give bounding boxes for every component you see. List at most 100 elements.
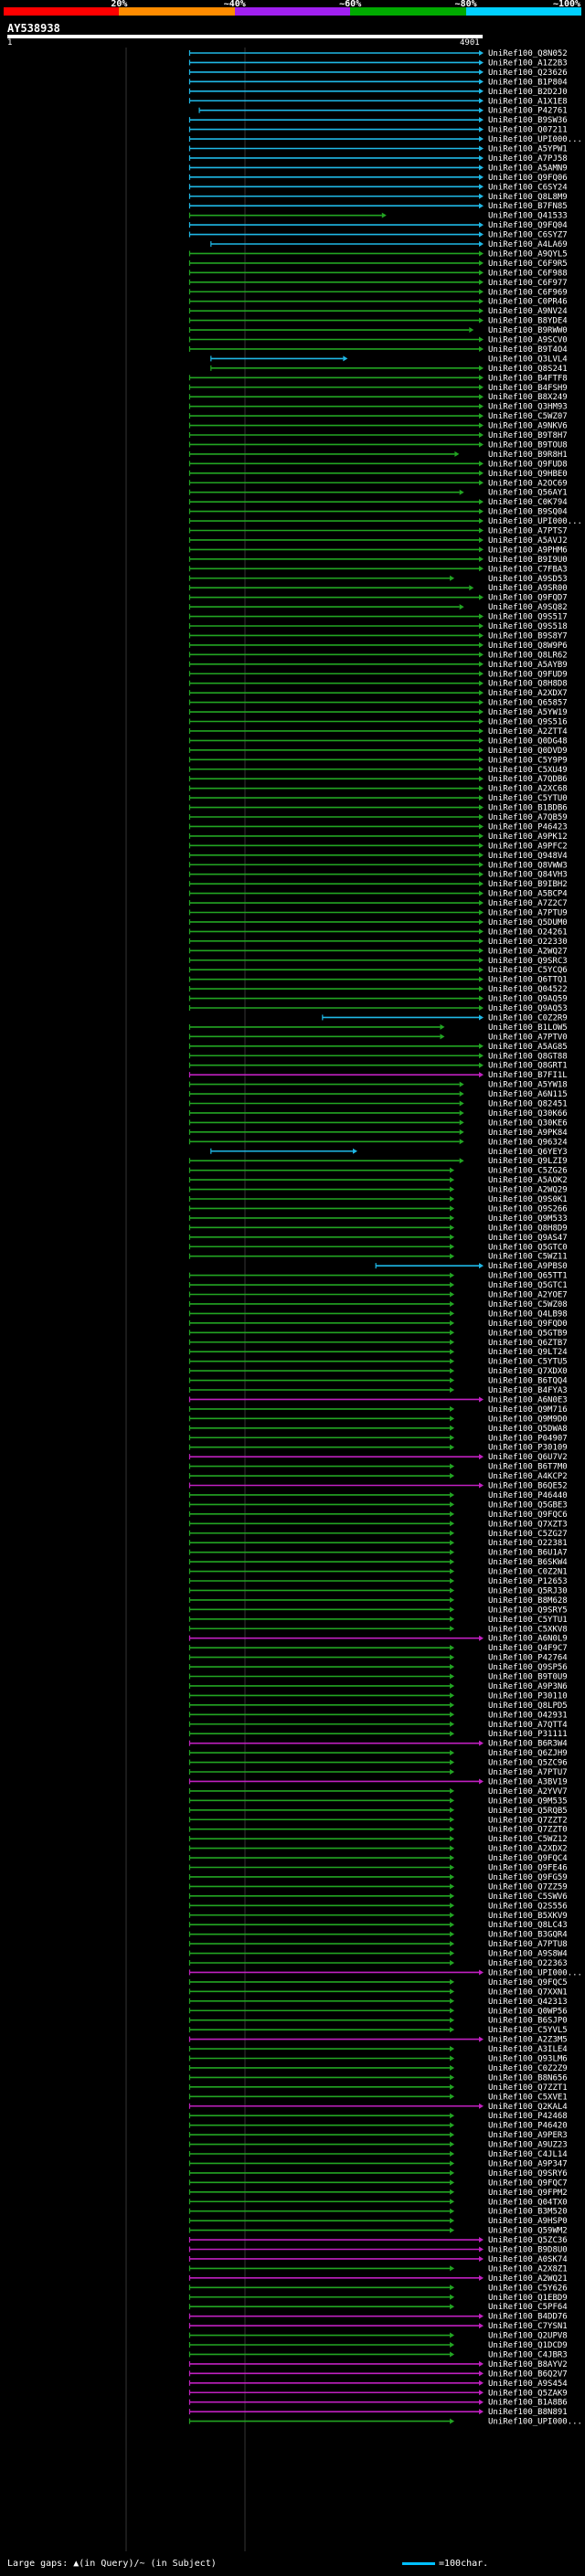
hit-label[interactable]: UniRef100_C5PF64 — [488, 2303, 568, 2312]
hit-label[interactable]: UniRef100_A9PBS0 — [488, 1262, 568, 1271]
hit-label[interactable]: UniRef100_Q59WM2 — [488, 2227, 568, 2236]
hit-label[interactable]: UniRef100_A4LA69 — [488, 240, 568, 249]
hit-row[interactable]: UniRef100_Q2KAL4 — [188, 2103, 568, 2112]
hit-row[interactable]: UniRef100_Q4LB98 — [188, 1309, 568, 1319]
hit-row[interactable]: UniRef100_Q5GTB9 — [188, 1329, 568, 1338]
hit-row[interactable]: UniRef100_Q65857 — [188, 699, 568, 708]
hit-row[interactable]: UniRef100_A9P3N6 — [188, 1682, 568, 1691]
hit-row[interactable]: UniRef100_B2D2J0 — [188, 88, 568, 97]
hit-row[interactable]: UniRef100_Q8GT88 — [188, 1052, 568, 1061]
hit-row[interactable]: UniRef100_A7PTV0 — [188, 1033, 568, 1042]
hit-row[interactable]: UniRef100_C4JBR3 — [188, 2350, 568, 2359]
hit-row[interactable]: UniRef100_Q04TX0 — [188, 2198, 568, 2207]
hit-row[interactable]: UniRef100_B1LOW5 — [188, 1023, 568, 1033]
hit-label[interactable]: UniRef100_Q7ZZT0 — [488, 1826, 568, 1835]
hit-row[interactable]: UniRef100_A4LA69 — [210, 240, 568, 249]
hit-label[interactable]: UniRef100_C5WZ07 — [488, 412, 568, 421]
hit-row[interactable]: UniRef100_P04907 — [188, 1434, 568, 1443]
hit-label[interactable]: UniRef100_Q7XXN1 — [488, 1988, 568, 1997]
hit-row[interactable]: UniRef100_Q6ZJH9 — [188, 1749, 568, 1758]
hit-row[interactable]: UniRef100_Q0DG48 — [188, 737, 568, 746]
hit-label[interactable]: UniRef100_Q8GT88 — [488, 1052, 568, 1061]
hit-label[interactable]: UniRef100_Q2UPV8 — [488, 2332, 568, 2341]
hit-label[interactable]: UniRef100_C5YTU0 — [488, 794, 568, 803]
hit-label[interactable]: UniRef100_A3BV19 — [488, 1777, 568, 1786]
hit-row[interactable]: UniRef100_Q23626 — [188, 69, 568, 78]
hit-row[interactable]: UniRef100_A7PTU7 — [188, 1768, 568, 1777]
hit-label[interactable]: UniRef100_Q6YEY3 — [488, 1148, 568, 1157]
hit-label[interactable]: UniRef100_O22381 — [488, 1539, 568, 1548]
hit-row[interactable]: UniRef100_Q8LR62 — [188, 651, 568, 660]
hit-row[interactable]: UniRef100_B6R3W4 — [188, 1740, 568, 1749]
hit-label[interactable]: UniRef100_B4FTF8 — [488, 374, 568, 383]
hit-label[interactable]: UniRef100_Q6ZJH9 — [488, 1749, 568, 1758]
hit-row[interactable]: UniRef100_C5Y9P9 — [188, 756, 568, 765]
hit-label[interactable]: UniRef100_B1LOW5 — [488, 1023, 568, 1033]
hit-row[interactable]: UniRef100_C5XVE1 — [188, 2093, 568, 2102]
hit-row[interactable]: UniRef100_Q7XXN1 — [188, 1988, 568, 1997]
hit-label[interactable]: UniRef100_C5XVE1 — [488, 2093, 568, 2102]
hit-row[interactable]: UniRef100_Q948V4 — [188, 852, 568, 861]
hit-row[interactable]: UniRef100_Q82451 — [188, 1100, 568, 1109]
hit-label[interactable]: UniRef100_Q30K66 — [488, 1109, 568, 1118]
hit-label[interactable]: UniRef100_A5YW18 — [488, 1081, 568, 1090]
hit-row[interactable]: UniRef100_A9HSP0 — [188, 2217, 568, 2226]
hit-label[interactable]: UniRef100_B9T0U9 — [488, 1673, 568, 1682]
hit-label[interactable]: UniRef100_A9QYL5 — [488, 249, 568, 259]
hit-row[interactable]: UniRef100_Q04522 — [188, 985, 568, 994]
hit-label[interactable]: UniRef100_B9SW36 — [488, 116, 568, 125]
hit-label[interactable]: UniRef100_UPI000... — [488, 135, 582, 144]
hit-row[interactable]: UniRef100_P42761 — [198, 107, 568, 116]
hit-label[interactable]: UniRef100_A9SR00 — [488, 584, 568, 593]
hit-label[interactable]: UniRef100_Q3HM93 — [488, 403, 568, 412]
hit-label[interactable]: UniRef100_Q04522 — [488, 985, 568, 994]
hit-row[interactable]: UniRef100_A2Z3M5 — [188, 2036, 568, 2045]
hit-label[interactable]: UniRef100_Q6U7V2 — [488, 1453, 568, 1462]
hit-row[interactable]: UniRef100_C6F969 — [188, 288, 568, 297]
hit-label[interactable]: UniRef100_P46440 — [488, 1491, 568, 1500]
hit-label[interactable]: UniRef100_A7PTU9 — [488, 909, 568, 918]
hit-row[interactable]: UniRef100_A5AVJ2 — [188, 536, 568, 546]
hit-row[interactable]: UniRef100_Q9FPM2 — [188, 2189, 568, 2198]
hit-label[interactable]: UniRef100_P30110 — [488, 1691, 568, 1701]
hit-row[interactable]: UniRef100_C5WZ08 — [188, 1300, 568, 1309]
hit-label[interactable]: UniRef100_P46420 — [488, 2122, 568, 2131]
hit-label[interactable]: UniRef100_Q8LR62 — [488, 651, 568, 660]
hit-label[interactable]: UniRef100_P42761 — [488, 107, 568, 116]
hit-label[interactable]: UniRef100_A9PHM6 — [488, 546, 568, 555]
hit-label[interactable]: UniRef100_Q1DCD9 — [488, 2341, 568, 2350]
hit-row[interactable]: UniRef100_Q6YEY3 — [210, 1148, 568, 1157]
hit-label[interactable]: UniRef100_Q9FQC5 — [488, 1978, 568, 1988]
hit-label[interactable]: UniRef100_A1Z2B3 — [488, 58, 568, 68]
hit-row[interactable]: UniRef100_Q93LM6 — [188, 2055, 568, 2064]
hit-row[interactable]: UniRef100_P30109 — [188, 1444, 568, 1453]
hit-row[interactable]: UniRef100_Q30KE6 — [188, 1118, 568, 1128]
hit-label[interactable]: UniRef100_Q2S556 — [488, 1902, 568, 1911]
hit-label[interactable]: UniRef100_B9D8U0 — [488, 2246, 568, 2255]
hit-label[interactable]: UniRef100_A4KCP2 — [488, 1472, 568, 1481]
hit-row[interactable]: UniRef100_Q9FQ04 — [188, 221, 568, 230]
hit-row[interactable]: UniRef100_Q9SRY6 — [188, 2169, 568, 2178]
hit-row[interactable]: UniRef100_B1BDB6 — [188, 804, 568, 813]
hit-label[interactable]: UniRef100_C5ZG27 — [488, 1530, 568, 1539]
hit-label[interactable]: UniRef100_Q8LC43 — [488, 1921, 568, 1930]
hit-label[interactable]: UniRef100_Q7ZZT1 — [488, 2083, 568, 2093]
hit-label[interactable]: UniRef100_Q6ZTB7 — [488, 1339, 568, 1348]
hit-label[interactable]: UniRef100_P31111 — [488, 1730, 568, 1739]
hit-label[interactable]: UniRef100_C0PR46 — [488, 298, 568, 307]
hit-label[interactable]: UniRef100_B1P804 — [488, 78, 568, 87]
hit-row[interactable]: UniRef100_Q7ZZT0 — [188, 1826, 568, 1835]
hit-label[interactable]: UniRef100_Q9SRY6 — [488, 2169, 568, 2178]
hit-row[interactable]: UniRef100_Q7XDX0 — [188, 1367, 568, 1376]
hit-label[interactable]: UniRef100_C0K794 — [488, 498, 568, 507]
hit-row[interactable]: UniRef100_Q9FQC7 — [188, 2178, 568, 2188]
hit-label[interactable]: UniRef100_Q96324 — [488, 1138, 568, 1147]
hit-label[interactable]: UniRef100_B9T8H7 — [488, 431, 568, 440]
hit-label[interactable]: UniRef100_B6TQQ4 — [488, 1377, 568, 1386]
hit-label[interactable]: UniRef100_Q9FPM2 — [488, 2189, 568, 2198]
hit-row[interactable]: UniRef100_B4FSH9 — [188, 384, 568, 393]
hit-row[interactable]: UniRef100_UPI000... — [188, 1968, 582, 1977]
hit-row[interactable]: UniRef100_Q8L8M9 — [188, 193, 568, 202]
hit-label[interactable]: UniRef100_A2WQ29 — [488, 1186, 568, 1195]
hit-row[interactable]: UniRef100_Q9AQ53 — [188, 1004, 568, 1013]
